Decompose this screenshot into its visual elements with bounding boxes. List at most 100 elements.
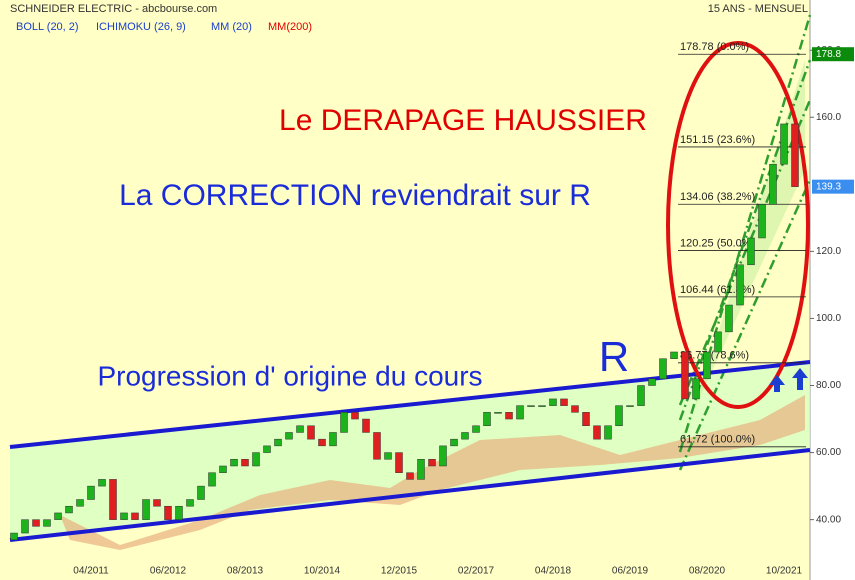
candle [714,331,722,353]
candle [461,432,469,440]
candle [54,512,62,520]
fibonacci-label: 134.06 (38.2%) [680,191,755,203]
candle [274,438,282,447]
x-tick-label: 06/2012 [150,566,187,577]
x-tick-label: 04/2011 [73,566,109,577]
candle [219,465,227,473]
y-tick-label: 160.0 [816,112,841,123]
candle [175,505,183,520]
candle [186,499,194,507]
chart-title: SCHNEIDER ELECTRIC - abcbourse.com [10,3,217,15]
candle [505,412,513,420]
y-tick-label: 40.00 [816,514,841,525]
candle [571,405,579,413]
x-tick-label: 02/2017 [458,566,495,577]
candle [604,425,612,440]
trend-line [678,59,812,421]
fibonacci-label: 120.25 (50.0%) [680,237,755,249]
chart-subtitle: 15 ANS - MENSUEL [708,3,808,15]
indicator: MM(200) [268,21,312,33]
candle [296,425,304,433]
y-tick-label: 100.0 [816,313,841,324]
annotation: La CORRECTION reviendrait sur R [119,179,591,212]
price-tag: 139.3 [816,181,841,192]
candle [164,505,172,520]
candle [131,512,139,520]
candle [417,459,425,480]
ichimoku-cloud [60,395,805,550]
x-tick-label: 12/2015 [381,566,418,577]
candle [637,385,645,406]
candle [681,351,689,400]
x-tick-label: 08/2013 [227,566,264,577]
candle [758,204,766,239]
x-tick-label: 10/2014 [304,566,341,577]
candle [670,351,678,359]
candle [549,398,557,406]
candle [516,405,524,420]
support-line [9,448,811,542]
fibonacci-label: 106.44 (61.8%) [680,284,755,296]
candle [307,425,315,440]
annotation: Le DERAPAGE HAUSSIER [279,104,647,137]
candle [582,412,590,426]
candle [252,452,260,467]
candle [32,519,40,527]
candle [351,412,359,420]
candle [197,485,205,500]
candle [450,438,458,447]
candle [791,123,799,187]
candle [736,264,744,306]
candle [747,237,755,266]
fibonacci-label: 86.77 (78.6%) [680,350,749,362]
candle [593,425,601,440]
y-tick-label: 60.00 [816,447,841,458]
x-tick-label: 08/2020 [689,566,726,577]
resistance-line [9,360,811,449]
candle [703,351,711,380]
candle [780,123,788,165]
x-tick-label: 06/2019 [612,566,649,577]
candle [406,472,414,480]
candle [120,512,128,520]
candle [560,398,568,406]
candle [648,378,656,386]
trend-line [678,179,812,471]
trend-line [678,99,812,406]
fibonacci-label: 151.15 (23.6%) [680,134,755,146]
fibonacci-label: 178.78 (0.0%) [680,41,749,53]
indicator: ICHIMOKU (26, 9) [96,21,186,33]
candle [329,432,337,447]
candle [527,405,535,407]
candle [142,499,150,520]
candle [208,472,216,487]
candle [428,459,436,467]
arrow-up [792,368,808,390]
candle [10,532,18,541]
candle [769,163,777,205]
y-axis-area [810,0,855,580]
candle [109,479,117,520]
candle [538,405,546,407]
candle [494,412,502,414]
candle [615,405,623,426]
annotation: Progression d' origine du cours [97,360,482,391]
candle [373,432,381,460]
highlight-ellipse [666,41,810,409]
price-tag-box [812,179,854,194]
channel-fill [10,362,810,540]
candle [659,358,667,380]
x-tick-label: 04/2018 [535,566,572,577]
candle [318,438,326,447]
candle [98,479,106,487]
indicator: MM (20) [211,21,252,33]
x-tick-label: 10/2021 [766,566,803,577]
candle [65,505,73,514]
arrow-up [769,375,785,392]
annotation: R [599,333,629,380]
indicator: BOLL (20, 2) [16,21,79,33]
candle [362,418,370,433]
y-tick-label: 120.0 [816,246,841,257]
candle [340,412,348,433]
